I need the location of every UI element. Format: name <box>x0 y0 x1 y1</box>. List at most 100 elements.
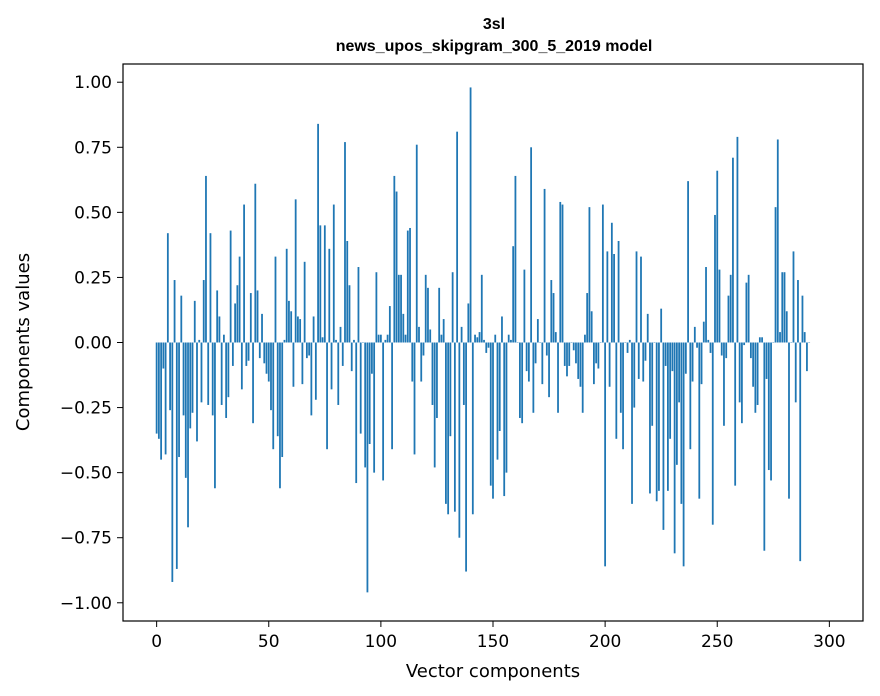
bar <box>590 311 593 343</box>
bar <box>371 342 373 374</box>
bar <box>285 248 288 343</box>
chart-title: 3sl <box>483 16 505 33</box>
y-tick-label: −1.00 <box>60 594 112 614</box>
bar <box>501 316 503 343</box>
bar <box>523 269 526 343</box>
bar <box>283 339 286 343</box>
bar <box>720 342 723 356</box>
bar <box>335 339 337 343</box>
bar <box>664 342 667 366</box>
bar <box>512 246 515 343</box>
chart-subtitle: news_upos_skipgram_300_5_2019 model <box>336 38 653 55</box>
bar <box>655 342 658 502</box>
y-tick-label: −0.25 <box>60 399 112 419</box>
bar <box>671 342 674 372</box>
bar <box>411 342 414 382</box>
bar <box>467 303 470 343</box>
bar <box>597 342 600 369</box>
bar <box>169 342 171 411</box>
bar <box>774 207 777 343</box>
bar <box>693 326 696 343</box>
bar <box>211 342 214 416</box>
bar <box>355 342 358 484</box>
bar <box>270 342 272 411</box>
bar <box>382 342 385 481</box>
bar <box>247 342 250 361</box>
bar <box>514 175 517 343</box>
bar <box>700 342 703 385</box>
bar <box>785 311 788 343</box>
bar <box>684 342 687 374</box>
bar <box>456 131 459 343</box>
bar <box>265 342 268 374</box>
bar <box>617 240 620 343</box>
bar <box>263 342 266 364</box>
bar <box>373 342 376 473</box>
bar <box>741 342 743 424</box>
bar <box>779 332 781 343</box>
bar <box>252 342 254 424</box>
bar <box>436 342 438 418</box>
bar <box>667 342 669 491</box>
bar <box>238 256 241 343</box>
x-tick-label: 200 <box>589 632 621 652</box>
bar <box>738 342 741 403</box>
bar <box>651 342 654 426</box>
bar <box>507 334 510 343</box>
y-tick-label: 0.00 <box>74 334 112 354</box>
bar <box>317 123 319 343</box>
bar <box>723 342 725 426</box>
bar <box>157 342 160 439</box>
bar <box>619 342 622 413</box>
bar <box>765 342 768 379</box>
bar <box>743 342 746 346</box>
bar <box>649 342 651 494</box>
bar <box>633 342 636 408</box>
bar <box>758 337 761 343</box>
bar <box>622 342 624 450</box>
bar <box>613 254 615 343</box>
bar <box>781 272 784 343</box>
bar <box>301 342 304 385</box>
bar <box>393 175 396 343</box>
bar <box>442 319 445 343</box>
bar <box>702 321 705 343</box>
bar <box>453 342 456 512</box>
bar <box>734 342 737 486</box>
bar <box>388 306 391 343</box>
bar <box>799 342 802 562</box>
bar <box>530 147 533 343</box>
bar <box>359 342 362 434</box>
bar <box>601 204 604 343</box>
bar <box>440 334 443 343</box>
bar <box>543 188 546 343</box>
bar <box>175 342 178 569</box>
bar <box>294 199 297 343</box>
bar <box>171 342 174 582</box>
bar <box>792 251 795 343</box>
x-tick-label: 300 <box>813 632 845 652</box>
bar <box>292 342 295 387</box>
bar <box>689 342 692 450</box>
bar <box>458 342 461 538</box>
bar <box>198 339 201 343</box>
bar <box>350 342 353 372</box>
bar <box>218 316 221 343</box>
bar <box>801 295 804 343</box>
bar <box>604 342 607 567</box>
bar <box>588 207 591 343</box>
bar <box>745 282 748 343</box>
bar <box>223 334 225 343</box>
bar <box>709 342 712 353</box>
bar <box>418 326 420 343</box>
y-tick-label: 0.75 <box>74 138 112 158</box>
bar <box>680 342 683 504</box>
bar <box>433 342 436 468</box>
bar <box>469 87 472 343</box>
y-tick-label: −0.50 <box>60 464 112 484</box>
bar <box>339 326 342 343</box>
bar <box>797 280 799 343</box>
bar <box>595 342 598 364</box>
bar <box>319 225 322 343</box>
bar <box>662 342 665 530</box>
